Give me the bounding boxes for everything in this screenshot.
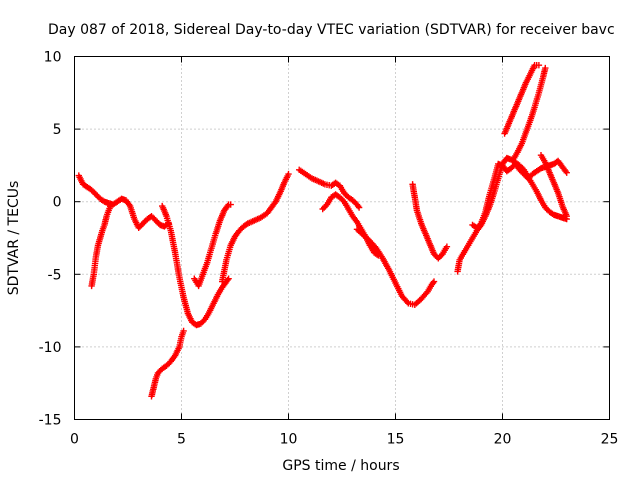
axis-ticks <box>74 56 610 420</box>
grid <box>74 56 610 420</box>
x-tick-label: 20 <box>494 432 512 448</box>
series-seg6 <box>219 170 292 285</box>
y-tick-labels: -15 -10 -5 0 5 10 <box>39 50 62 429</box>
x-tick-label: 25 <box>601 432 619 448</box>
series-seg13 <box>501 62 543 137</box>
series-seg12 <box>469 157 570 231</box>
series-seg7 <box>296 166 363 211</box>
series-seg15 <box>537 152 570 220</box>
y-axis-label: SDTVAR / TECUs <box>6 181 22 296</box>
x-tick-label: 15 <box>387 432 405 448</box>
data-series <box>75 62 570 400</box>
series-seg3 <box>159 202 232 329</box>
y-tick-label: 5 <box>53 122 62 138</box>
series-seg4 <box>191 201 234 290</box>
chart-title: Day 087 of 2018, Sidereal Day-to-day VTE… <box>48 22 615 38</box>
series-seg1 <box>75 172 172 231</box>
series-seg2 <box>88 201 115 290</box>
x-tick-labels: 0 5 10 15 20 25 <box>70 432 618 448</box>
series-seg10 <box>409 181 451 262</box>
x-tick-label: 10 <box>280 432 298 448</box>
x-tick-label: 0 <box>70 432 79 448</box>
series-seg14 <box>510 64 549 163</box>
x-axis-label: GPS time / hours <box>282 458 399 474</box>
y-tick-label: 0 <box>53 195 62 211</box>
y-tick-label: -5 <box>48 267 62 283</box>
y-tick-label: -15 <box>39 413 62 429</box>
series-seg9 <box>353 226 438 308</box>
y-tick-label: -10 <box>39 340 62 356</box>
y-tick-label: 10 <box>44 50 62 66</box>
plot-frame <box>74 56 610 420</box>
x-tick-label: 5 <box>177 432 186 448</box>
series-seg5 <box>148 327 187 400</box>
